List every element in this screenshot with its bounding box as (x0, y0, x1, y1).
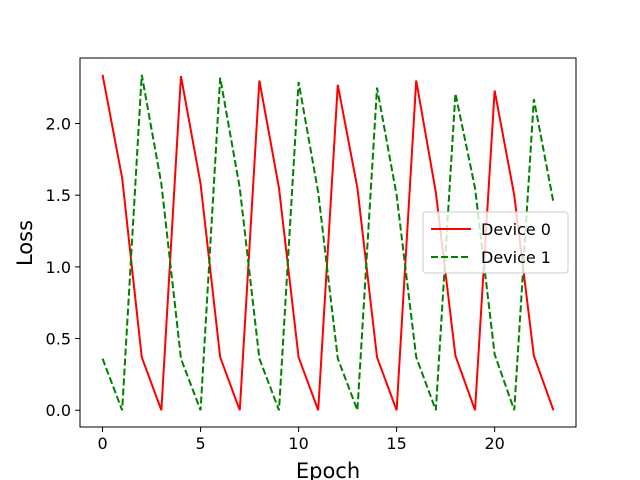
y-tick-label: 0.0 (46, 401, 71, 420)
series-line-device-0 (101, 74, 555, 411)
y-axis-label: Loss (13, 220, 37, 266)
x-axis-ticks: 0 5 10 15 20 (97, 427, 505, 453)
x-tick-label: 15 (386, 434, 406, 453)
y-tick-label: 1.5 (46, 186, 71, 205)
legend: Device 0 Device 1 (422, 211, 569, 274)
x-tick-label: 10 (288, 434, 308, 453)
x-tick-label: 5 (195, 434, 205, 453)
x-tick-label: 20 (484, 434, 504, 453)
y-tick-label: 2.0 (46, 115, 71, 134)
legend-box (422, 211, 569, 274)
legend-label: Device 1 (481, 248, 551, 267)
x-tick-label: 0 (97, 434, 107, 453)
y-axis-ticks: 0.0 0.5 1.0 1.5 2.0 (46, 115, 80, 420)
y-tick-label: 1.0 (46, 258, 71, 277)
legend-label: Device 0 (481, 220, 551, 239)
x-axis-label: Epoch (296, 459, 360, 480)
y-tick-label: 0.5 (46, 330, 71, 349)
